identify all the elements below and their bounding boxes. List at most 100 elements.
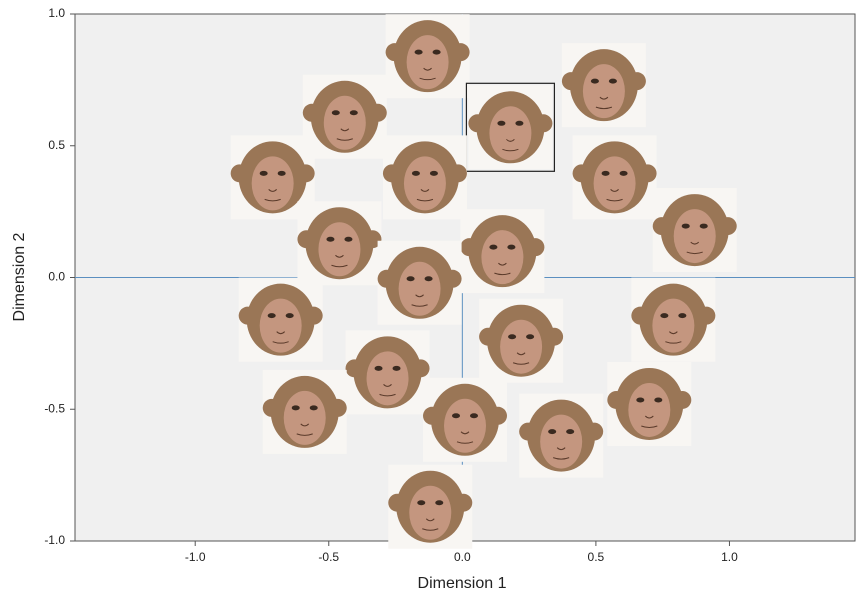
face-eye	[660, 313, 669, 319]
face-nose	[506, 138, 515, 142]
face-mouth	[606, 198, 623, 202]
face-point	[631, 277, 716, 362]
face-eye	[432, 49, 441, 55]
face-point	[652, 188, 737, 273]
face-skin	[593, 156, 636, 211]
face-eye	[309, 405, 318, 411]
face-mouth	[502, 148, 519, 152]
face-mouth	[595, 106, 613, 110]
face-mouth	[422, 528, 439, 531]
face-eye	[291, 405, 300, 411]
face-nose	[644, 415, 654, 419]
face-eye	[452, 413, 460, 419]
face-eye	[566, 429, 575, 435]
y-tick-label: 1.0	[48, 6, 65, 20]
face-eye	[331, 110, 340, 116]
face-point	[238, 277, 323, 362]
face-point	[479, 298, 564, 383]
face-skin	[406, 35, 449, 90]
face-skin	[500, 319, 543, 374]
face-mouth	[272, 341, 289, 344]
face-eye	[435, 500, 444, 506]
face-mouth	[686, 251, 703, 255]
face-skin	[673, 209, 716, 264]
face-point	[382, 135, 467, 220]
face-eye	[507, 244, 516, 250]
face-skin	[582, 64, 625, 119]
face-point	[423, 377, 507, 462]
face-point	[460, 209, 545, 294]
highlight-box	[465, 82, 556, 172]
face-eye	[374, 365, 383, 371]
face-eye	[497, 120, 506, 126]
face-point	[388, 464, 473, 549]
face-point	[345, 330, 430, 415]
face-skin	[398, 261, 441, 316]
face-skin	[259, 298, 302, 353]
face-eye	[526, 334, 535, 340]
face-eye	[406, 276, 415, 282]
face-nose	[423, 67, 432, 71]
face-eye	[285, 313, 294, 319]
face-eye	[699, 223, 708, 229]
face-eye	[429, 170, 438, 176]
face-point	[468, 85, 553, 170]
face-eye	[601, 170, 610, 176]
y-tick-label: -0.5	[44, 401, 65, 415]
face-point	[297, 201, 382, 286]
face-skin	[489, 106, 532, 161]
face-point	[519, 393, 604, 478]
face-eye	[678, 313, 687, 319]
face-eye	[619, 170, 628, 176]
face-eye	[267, 313, 276, 319]
face-nose	[335, 254, 344, 258]
face-eye	[608, 78, 617, 84]
face-mouth	[419, 77, 436, 81]
face-skin	[540, 414, 583, 469]
face-nose	[383, 383, 392, 387]
face-nose	[610, 189, 619, 192]
face-mouth	[494, 272, 511, 276]
face-nose	[415, 294, 424, 298]
face-skin	[481, 230, 524, 285]
face-nose	[425, 518, 435, 522]
face-mouth	[411, 304, 428, 307]
face-skin	[366, 351, 409, 406]
face-nose	[690, 241, 700, 245]
face-eye	[470, 413, 478, 419]
face-point	[385, 14, 470, 99]
x-tick-label: 0.0	[454, 550, 471, 564]
face-mouth	[264, 198, 281, 202]
face-eye	[636, 397, 645, 403]
y-tick-label: 0.5	[48, 138, 65, 152]
face-nose	[276, 331, 286, 335]
face-nose	[498, 262, 507, 266]
face-point	[262, 369, 347, 454]
x-axis-title: Dimension 1	[418, 575, 507, 592]
face-mouth	[336, 138, 353, 141]
x-tick-label: -0.5	[318, 550, 339, 564]
face-eye	[349, 110, 358, 116]
face-point	[572, 135, 657, 220]
face-eye	[411, 170, 420, 176]
face-nose	[460, 431, 470, 435]
face-point	[302, 74, 387, 159]
face-nose	[516, 352, 526, 356]
face-eye	[681, 223, 690, 229]
face-nose	[268, 189, 278, 192]
face-eye	[590, 78, 599, 84]
face-skin	[652, 298, 695, 353]
face-nose	[599, 96, 609, 100]
face-mouth	[456, 441, 474, 444]
face-skin	[409, 485, 452, 540]
face-eye	[277, 170, 286, 176]
face-mouth	[331, 264, 348, 268]
face-point	[607, 361, 692, 446]
face-mouth	[641, 425, 658, 428]
face-eye	[508, 334, 517, 340]
x-tick-label: 1.0	[721, 550, 738, 564]
face-mouth	[665, 341, 682, 344]
face-eye	[344, 236, 353, 242]
x-tick-label: 0.5	[588, 550, 605, 564]
